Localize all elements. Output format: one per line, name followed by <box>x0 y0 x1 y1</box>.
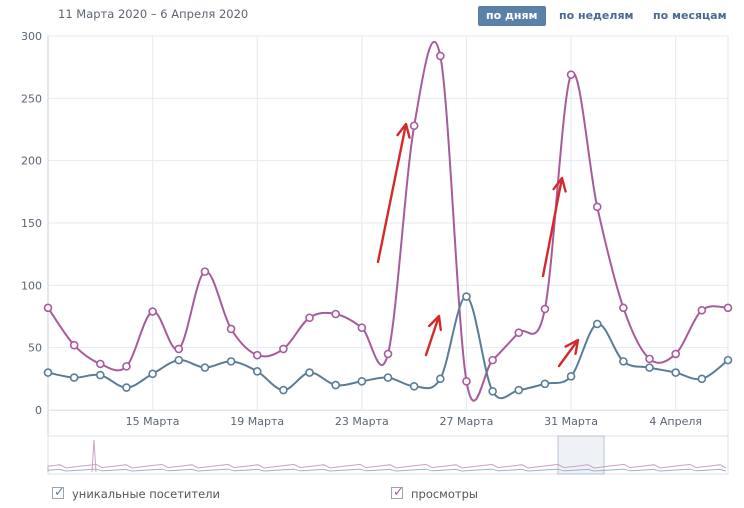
y-tick-label: 200 <box>21 155 42 168</box>
y-tick-label: 300 <box>21 30 42 43</box>
visitors-data-point <box>540 379 550 389</box>
views-data-point <box>619 303 628 313</box>
views-data-point <box>645 354 654 364</box>
visitors-data-point <box>462 292 471 301</box>
visitors-data-point <box>148 369 157 379</box>
visitors-data-point <box>514 385 524 395</box>
views-data-point <box>200 267 210 276</box>
visitors-series-line <box>47 295 729 400</box>
visitors-data-point <box>592 319 602 329</box>
views-data-point <box>540 304 550 314</box>
legend-visitors-label: уникальные посетители <box>72 487 220 501</box>
views-data-point <box>43 303 53 313</box>
visitors-data-point <box>619 357 628 366</box>
visitors-data-point <box>671 368 680 377</box>
navigator-frame <box>47 435 729 475</box>
legend-visitors-checkbox[interactable]: ✓ <box>52 485 65 500</box>
views-data-point <box>566 70 576 79</box>
y-tick-label: 100 <box>21 279 42 292</box>
views-data-point <box>148 307 157 316</box>
visitors-data-point <box>43 368 53 377</box>
legend-views-checkbox[interactable]: ✓ <box>391 485 404 500</box>
views-data-point <box>226 324 236 334</box>
visitors-data-point <box>488 386 497 396</box>
views-data-point <box>409 121 419 131</box>
x-tick-label: 15 Марта <box>126 415 180 428</box>
x-tick-label: 4 Апреля <box>649 415 702 428</box>
views-data-point <box>357 323 367 333</box>
views-data-point <box>723 303 733 313</box>
views-data-point <box>279 344 288 354</box>
range-navigator <box>47 435 729 475</box>
views-data-point <box>488 355 497 365</box>
visitors-data-point <box>226 357 236 366</box>
visitors-data-point <box>723 355 733 365</box>
views-data-point <box>436 51 445 61</box>
visitors-data-point <box>174 355 184 365</box>
period-months-button[interactable]: по месяцам <box>653 9 727 22</box>
views-data-point <box>96 359 105 369</box>
views-data-point <box>174 344 184 354</box>
visitors-data-point <box>305 368 314 377</box>
views-data-point <box>671 349 680 359</box>
views-data-point <box>383 349 393 359</box>
visitors-data-point <box>69 373 79 382</box>
views-data-point <box>69 340 79 350</box>
visitors-data-point <box>96 370 105 380</box>
y-tick-label: 50 <box>28 342 42 355</box>
views-data-point <box>252 350 262 360</box>
views-data-point <box>462 377 471 386</box>
x-tick-label: 23 Марта <box>335 415 389 428</box>
views-data-point <box>514 328 524 338</box>
y-tick-label: 0 <box>35 404 42 417</box>
legend-views-label: просмотры <box>411 487 478 501</box>
line-chart: 0 50 100 150 200 250 300 15 Марта 19 Марта 23 Мар… <box>21 30 733 475</box>
annotation-arrow <box>376 122 411 264</box>
visitors-data-point <box>645 363 654 372</box>
views-data-point <box>122 362 131 371</box>
annotation-arrow <box>541 176 567 278</box>
period-weeks-button[interactable]: по неделям <box>559 9 634 22</box>
visitors-data-point <box>200 363 210 372</box>
visitors-data-point <box>409 382 419 391</box>
x-tick-label: 31 Марта <box>544 415 598 428</box>
visitors-data-point <box>331 380 340 390</box>
visitors-data-point <box>122 383 131 392</box>
views-data-point <box>305 313 314 323</box>
views-data-point <box>331 309 340 319</box>
visitors-data-point <box>697 374 707 384</box>
x-tick-label: 27 Марта <box>440 415 494 428</box>
views-data-point <box>592 202 602 212</box>
views-data-point <box>697 305 707 315</box>
checkmark-icon: ✓ <box>54 485 65 500</box>
navigator-visitors-trace <box>47 468 727 472</box>
navigator-spike <box>91 439 97 473</box>
visitors-data-point <box>383 373 393 382</box>
x-tick-label: 19 Марта <box>230 415 284 428</box>
annotation-arrow <box>424 314 442 357</box>
y-tick-label: 250 <box>21 92 42 105</box>
y-tick-label: 150 <box>21 217 42 230</box>
navigator-selection <box>557 435 605 475</box>
period-days-button[interactable]: по дням <box>478 6 546 26</box>
visitors-data-point <box>566 372 576 381</box>
views-series-line <box>47 40 729 402</box>
visitors-data-point <box>436 374 445 384</box>
visitors-data-point <box>357 377 367 386</box>
visitors-data-point <box>279 385 288 395</box>
visitors-data-point <box>252 367 262 376</box>
checkmark-icon: ✓ <box>393 485 404 500</box>
annotation-arrow <box>557 338 580 368</box>
date-range: 11 Марта 2020 – 6 Апреля 2020 <box>58 7 249 21</box>
navigator-views-trace <box>47 463 727 470</box>
